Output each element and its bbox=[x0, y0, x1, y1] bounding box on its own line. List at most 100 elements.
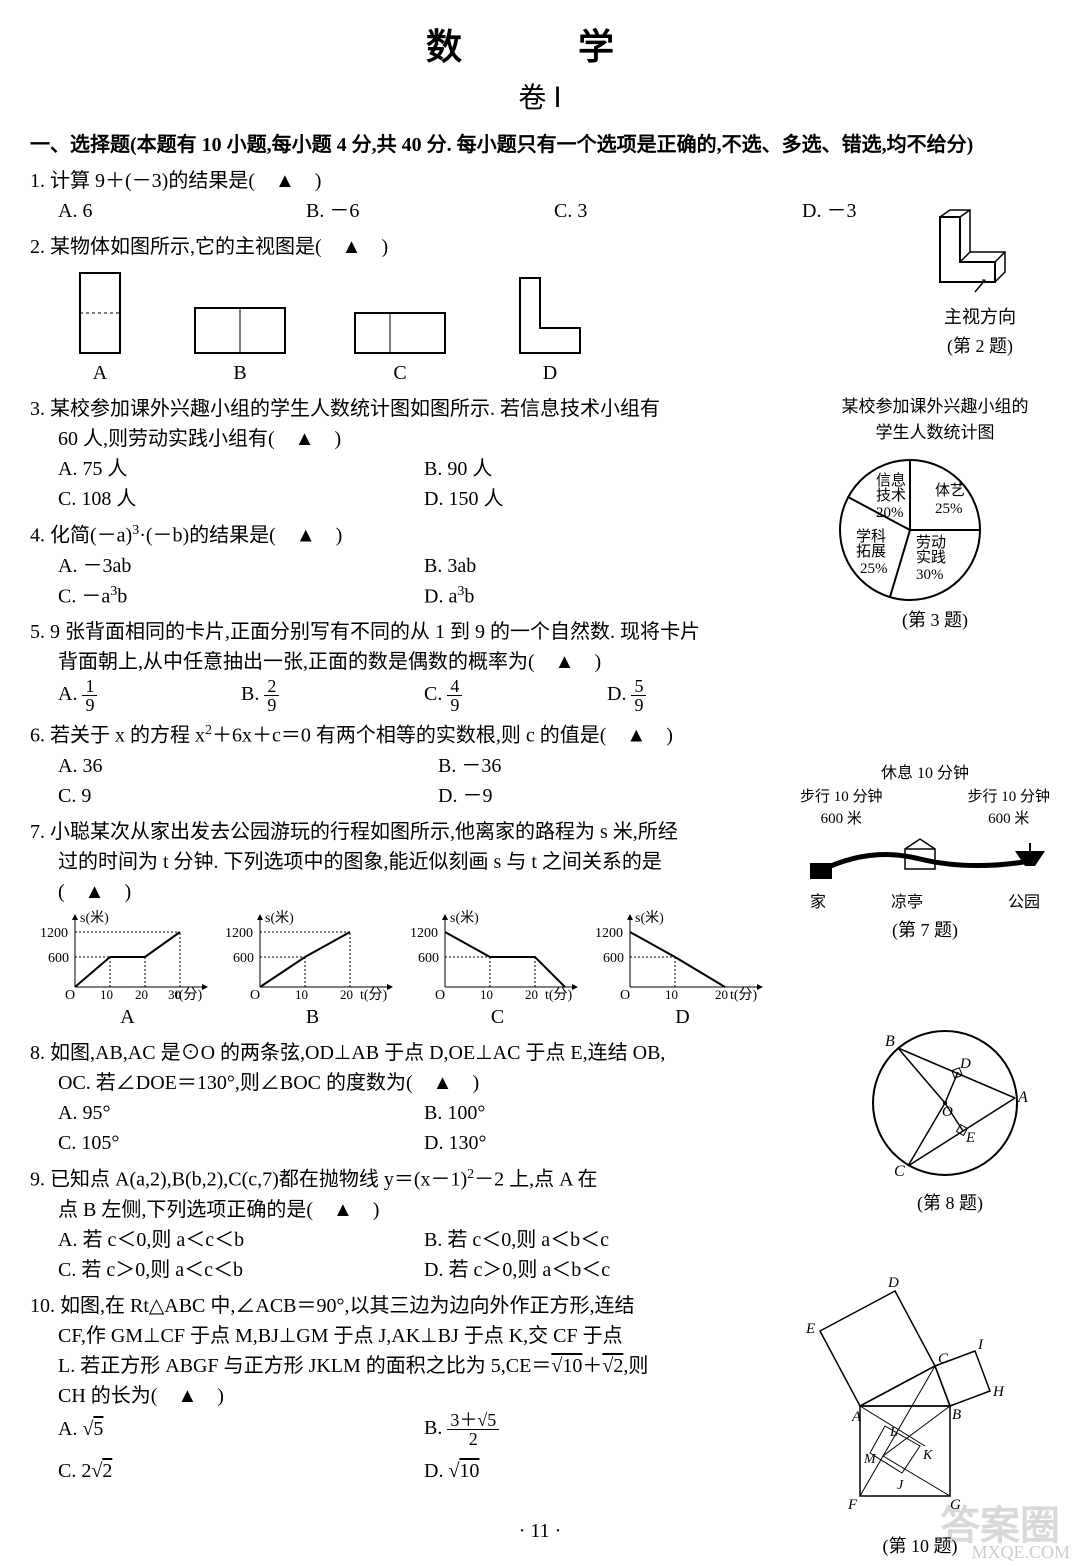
q7-graph-a: s(米) t(分) 1200 600 O 102030 bbox=[40, 907, 215, 1002]
svg-text:劳动: 劳动 bbox=[916, 534, 946, 551]
svg-text:s(米): s(米) bbox=[450, 910, 479, 926]
q2-fig-a bbox=[70, 268, 130, 358]
svg-text:20: 20 bbox=[715, 987, 728, 1002]
svg-text:1200: 1200 bbox=[225, 926, 253, 941]
q7-graph-b-box: s(米) t(分) 1200 600 O 1020 B bbox=[225, 907, 400, 1032]
svg-text:D: D bbox=[959, 1056, 971, 1072]
q7-walk-l: 步行 10 分钟 bbox=[800, 786, 883, 809]
q8-opt-d: D. 130° bbox=[424, 1128, 790, 1158]
q8-fig-block: O A B C D E (第 8 题) bbox=[850, 1018, 1050, 1217]
q7-graph-c-box: s(米) t(分) 1200 600 O 1020 C bbox=[410, 907, 585, 1032]
svg-text:s(米): s(米) bbox=[265, 910, 294, 926]
q3-opt-c: C. 108 人 bbox=[58, 484, 424, 514]
q7-map-block: 休息 10 分钟 步行 10 分钟 600 米 步行 10 分钟 600 米 家… bbox=[800, 762, 1050, 944]
svg-text:O: O bbox=[435, 988, 445, 1002]
q2-fig-d bbox=[510, 268, 590, 358]
q5-opt-c: C. 49 bbox=[424, 677, 607, 714]
svg-text:体艺: 体艺 bbox=[935, 482, 965, 499]
q5-opt-b: B. 29 bbox=[241, 677, 424, 714]
svg-text:600: 600 bbox=[233, 951, 254, 966]
svg-text:10: 10 bbox=[100, 987, 113, 1002]
q6-opt-a: A. 36 bbox=[58, 751, 438, 781]
svg-text:25%: 25% bbox=[935, 501, 963, 517]
title-main: 数 学 bbox=[30, 20, 1050, 74]
q7-rest-label: 休息 10 分钟 bbox=[800, 762, 1050, 786]
q8-opt-a: A. 95° bbox=[58, 1098, 424, 1128]
svg-text:10: 10 bbox=[480, 987, 493, 1002]
svg-text:L: L bbox=[889, 1425, 898, 1440]
svg-text:C: C bbox=[938, 1351, 949, 1367]
svg-text:学科: 学科 bbox=[856, 528, 886, 545]
q3-pie-title1: 某校参加课外兴趣小组的 bbox=[820, 394, 1050, 420]
q3-stem: 3. 某校参加课外兴趣小组的学生人数统计图如图所示. 若信息技术小组有 bbox=[30, 394, 790, 424]
svg-text:20: 20 bbox=[135, 987, 148, 1002]
q7-label-d: D bbox=[595, 1002, 770, 1032]
q5-opt-a: A. 19 bbox=[58, 677, 241, 714]
q3-stem2: 60 人,则劳动实践小组有( ▲ ) bbox=[30, 424, 790, 454]
q10-squares-fig: A B C D E F G H I J K L M bbox=[790, 1251, 1050, 1531]
q3-pie-block: 某校参加课外兴趣小组的 学生人数统计图 体艺 25% 信息 技术 20% 学科 … bbox=[820, 394, 1050, 634]
svg-text:25%: 25% bbox=[860, 561, 888, 577]
q7-walk-r: 步行 10 分钟 bbox=[967, 786, 1050, 809]
q6-stem: 6. 若关于 x 的方程 x2＋6x＋c＝0 有两个相等的实数根,则 c 的值是… bbox=[30, 720, 1050, 751]
q7-graph-d-box: s(米) t(分) 1200 600 O 1020 D bbox=[595, 907, 770, 1032]
q7-home: 家 bbox=[810, 891, 826, 915]
q2-fig-c bbox=[350, 268, 450, 358]
svg-text:1200: 1200 bbox=[40, 926, 68, 941]
q8-opt-b: B. 100° bbox=[424, 1098, 790, 1128]
q7-label-a: A bbox=[40, 1002, 215, 1032]
svg-text:E: E bbox=[805, 1321, 815, 1337]
q1-opt-b: B. －6 bbox=[306, 196, 554, 226]
q2-fig-label1: 主视方向 bbox=[910, 304, 1050, 331]
q2-opt-d-box: D bbox=[510, 268, 590, 388]
q4-opt-c: C. －a3b bbox=[58, 581, 424, 612]
q2-stem: 2. 某物体如图所示,它的主视图是( ▲ ) bbox=[30, 232, 790, 262]
q10-stem2: CF,作 GM⊥CF 于点 M,BJ⊥GM 于点 J,AK⊥BJ 于点 K,交 … bbox=[30, 1321, 790, 1351]
svg-text:10: 10 bbox=[295, 987, 308, 1002]
svg-text:J: J bbox=[897, 1478, 904, 1493]
q4-opt-b: B. 3ab bbox=[424, 551, 790, 581]
q10-opt-c: C. 2√2 bbox=[58, 1456, 424, 1486]
question-9: 9. 已知点 A(a,2),B(b,2),C(c,7)都在抛物线 y＝(x－1)… bbox=[30, 1164, 790, 1285]
q7-graph-b: s(米) t(分) 1200 600 O 1020 bbox=[225, 907, 400, 1002]
q1-opt-a: A. 6 bbox=[58, 196, 306, 226]
svg-text:K: K bbox=[922, 1448, 933, 1463]
svg-text:M: M bbox=[863, 1452, 877, 1467]
q2-opt-a-box: A bbox=[70, 268, 130, 388]
svg-text:600: 600 bbox=[48, 951, 69, 966]
svg-text:10: 10 bbox=[665, 987, 678, 1002]
q7-label-b: B bbox=[225, 1002, 400, 1032]
q8-stem: 8. 如图,AB,AC 是⊙O 的两条弦,OD⊥AB 于点 D,OE⊥AC 于点… bbox=[30, 1038, 790, 1068]
svg-text:信息: 信息 bbox=[876, 472, 906, 489]
q9-opt-d: D. 若 c＞0,则 a＜b＜c bbox=[424, 1255, 790, 1285]
q2-right-fig: 主视方向 (第 2 题) bbox=[910, 202, 1050, 360]
question-4: 4. 化简(－a)3·(－b)的结果是( ▲ ) A. －3ab B. 3ab … bbox=[30, 520, 790, 611]
svg-text:A: A bbox=[1017, 1089, 1028, 1106]
q6-opt-b: B. －36 bbox=[438, 751, 818, 781]
svg-text:t(分): t(分) bbox=[545, 987, 573, 1002]
q10-opt-b: B. 3＋√52 bbox=[424, 1411, 790, 1448]
q8-opt-c: C. 105° bbox=[58, 1128, 424, 1158]
q2-opt-b-box: B bbox=[190, 268, 290, 388]
q7-dist-r: 600 米 bbox=[967, 808, 1050, 831]
svg-text:B: B bbox=[952, 1407, 961, 1423]
q7-dist-l: 600 米 bbox=[800, 808, 883, 831]
svg-text:E: E bbox=[965, 1130, 975, 1146]
svg-text:1200: 1200 bbox=[595, 926, 623, 941]
svg-text:C: C bbox=[894, 1163, 905, 1180]
q4-opt-a: A. －3ab bbox=[58, 551, 424, 581]
question-2: 2. 某物体如图所示,它的主视图是( ▲ ) A B bbox=[30, 232, 1050, 388]
q1-opt-c: C. 3 bbox=[554, 196, 802, 226]
section-header: 一、选择题(本题有 10 小题,每小题 4 分,共 40 分. 每小题只有一个选… bbox=[30, 130, 1050, 160]
question-3: 3. 某校参加课外兴趣小组的学生人数统计图如图所示. 若信息技术小组有 60 人… bbox=[30, 394, 790, 514]
q7-graph-c: s(米) t(分) 1200 600 O 1020 bbox=[410, 907, 585, 1002]
q3-pie-chart: 体艺 25% 信息 技术 20% 学科 拓展 25% 劳动 实践 30% bbox=[820, 445, 1000, 605]
svg-text:20: 20 bbox=[340, 987, 353, 1002]
q9-stem2: 点 B 左侧,下列选项正确的是( ▲ ) bbox=[30, 1195, 790, 1225]
q2-fig-b bbox=[190, 268, 290, 358]
q4-stem: 4. 化简(－a)3·(－b)的结果是( ▲ ) bbox=[30, 520, 790, 551]
question-10: 10. 如图,在 Rt△ABC 中,∠ACB＝90°,以其三边为边向外作正方形,… bbox=[30, 1291, 790, 1486]
svg-text:s(米): s(米) bbox=[635, 910, 664, 926]
q10-opt-d: D. √10 bbox=[424, 1456, 790, 1486]
q3-opt-d: D. 150 人 bbox=[424, 484, 790, 514]
